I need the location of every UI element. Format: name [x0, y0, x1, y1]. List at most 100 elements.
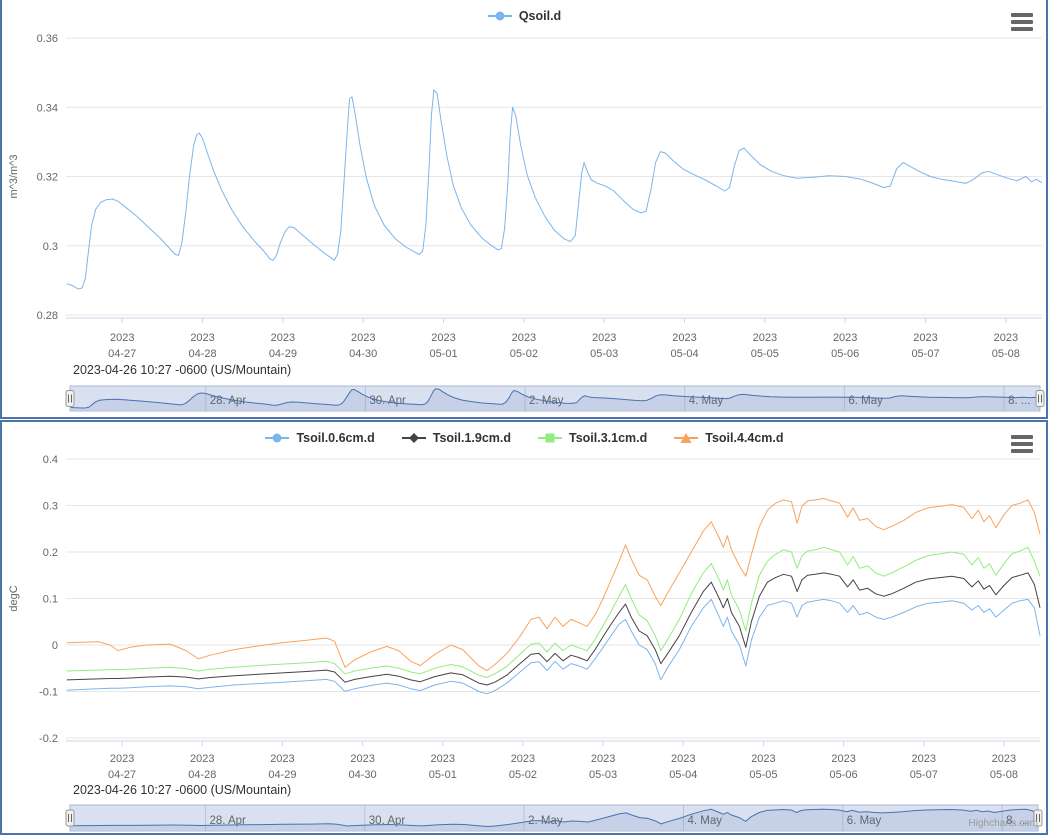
legend-item-Tsoil.3.1cm.d[interactable]: Tsoil.3.1cm.d	[537, 431, 647, 445]
x-axis-tick-label: 2023	[351, 332, 375, 344]
x-axis-tick-label: 05-08	[990, 769, 1018, 781]
y-axis-title: m^3/m^3	[8, 155, 20, 199]
navigator-handle-body[interactable]	[65, 809, 75, 827]
x-axis-tick-label: 2023	[271, 332, 295, 344]
x-axis-tick-label: 2023	[753, 332, 777, 344]
chart-menu-button[interactable]	[1011, 435, 1035, 453]
navigator-axis-label: 30. Apr	[369, 815, 406, 827]
legend-label: Tsoil.4.4cm.d	[705, 431, 784, 445]
x-axis-tick-label: 05-02	[509, 769, 537, 781]
qsoil-plot-area: 0.36 0.34 0.32 0.3 0.28 m^3/m^3 2023 04-27 2023 0…	[8, 33, 1045, 412]
series-line-Tsoil.4.4cm.d[interactable]	[66, 498, 1041, 672]
y-axis-tick-label: 0.28	[37, 310, 58, 322]
series-line-Tsoil.1.9cm.d[interactable]	[66, 572, 1041, 686]
y-axis-tick-label: 0.1	[43, 594, 58, 606]
triangle-series-marker-icon	[674, 433, 699, 443]
x-axis-tick-label: 04-28	[188, 769, 216, 781]
x-axis-tick-label: 05-04	[670, 348, 698, 360]
hamburger-icon	[1011, 449, 1033, 453]
hamburger-icon	[1011, 435, 1033, 439]
navigator-right-handle[interactable]	[1035, 390, 1045, 407]
legend-marker-square	[545, 433, 555, 443]
timestamp-label: 2023-04-26 10:27 -0600 (US/Mountain)	[73, 363, 292, 377]
x-axis-tick-label: 05-01	[429, 769, 457, 781]
x-axis-tick-label: 2023	[431, 332, 455, 344]
legend-marker-triangle	[680, 433, 692, 443]
legend-item-Qsoil.d[interactable]: Qsoil.d	[487, 9, 561, 23]
x-axis-tick-label: 2023	[190, 332, 214, 344]
legend-item-Tsoil.1.9cm.d[interactable]: Tsoil.1.9cm.d	[401, 431, 511, 445]
x-axis-tick-label: 05-06	[831, 348, 859, 360]
x-axis-tick-label: 04-28	[188, 348, 216, 360]
qsoil-chart-panel: Qsoil.d 0.36 0.34 0.32 0.3 0.28 m^3/m^3 2023 04…	[0, 0, 1048, 419]
navigator-axis-label: 2. May	[528, 815, 563, 827]
x-axis-tick-label: 2023	[912, 753, 936, 765]
y-axis-tick-label: 0.32	[37, 172, 58, 184]
y-axis-tick-label: 0.3	[43, 241, 58, 253]
series-line-Qsoil.d[interactable]	[66, 89, 1043, 290]
qsoil-legend: Qsoil.d	[2, 9, 1046, 23]
navigator-axis-label: 30. Apr	[369, 395, 406, 407]
legend-label: Qsoil.d	[518, 9, 562, 23]
navigator-right-handle[interactable]	[1033, 809, 1043, 827]
navigator-left-handle[interactable]	[65, 390, 75, 407]
y-axis-tick-label: 0.34	[37, 102, 58, 114]
circle-series-marker-icon	[487, 11, 512, 21]
series-line-Tsoil.0.6cm.d[interactable]	[66, 598, 1041, 695]
x-axis-tick-label: 2023	[913, 332, 937, 344]
x-axis-tick-label: 05-05	[749, 769, 777, 781]
legend-label: Tsoil.3.1cm.d	[569, 431, 648, 445]
x-axis-tick-label: 05-03	[589, 769, 617, 781]
x-axis-tick-label: 04-29	[269, 348, 297, 360]
x-axis-tick-label: 04-30	[349, 769, 377, 781]
navigator-handle-body[interactable]	[65, 390, 75, 407]
circle-series-marker-icon	[265, 433, 290, 443]
x-axis-tick-label: 04-27	[108, 769, 136, 781]
x-axis-tick-label: 2023	[671, 753, 695, 765]
x-axis-tick-label: 2023	[833, 332, 857, 344]
navigator-handle-body[interactable]	[1035, 390, 1045, 407]
x-axis-tick-label: 2023	[672, 332, 696, 344]
y-axis-tick-label: 0.4	[43, 454, 58, 466]
legend-marker-circle	[495, 11, 505, 21]
x-axis-tick-label: 05-03	[590, 348, 618, 360]
x-axis-tick-label: 2023	[994, 332, 1018, 344]
timestamp-label: 2023-04-26 10:27 -0600 (US/Mountain)	[73, 783, 292, 797]
navigator-area	[70, 388, 1041, 410]
x-axis-tick-label: 2023	[110, 753, 134, 765]
x-axis-tick-label: 04-29	[268, 769, 296, 781]
x-axis-tick-label: 05-07	[911, 348, 939, 360]
x-axis-tick-label: 2023	[270, 753, 294, 765]
navigator-axis-label: 6. May	[847, 815, 882, 827]
x-axis-tick-label: 2023	[511, 753, 535, 765]
x-axis-tick-label: 05-08	[992, 348, 1020, 360]
x-axis-tick-label: 2023	[431, 753, 455, 765]
navigator-axis-label: 28. Apr	[209, 815, 246, 827]
navigator-axis-label: 28. Apr	[210, 395, 247, 407]
y-axis-tick-label: -0.1	[39, 687, 58, 699]
hamburger-icon	[1011, 442, 1033, 446]
navigator-left-handle[interactable]	[65, 809, 75, 827]
x-axis-tick-label: 05-07	[910, 769, 938, 781]
navigator-series-line	[70, 808, 1039, 828]
series-line-Tsoil.3.1cm.d[interactable]	[66, 546, 1041, 678]
x-axis-tick-label: 05-01	[429, 348, 457, 360]
highcharts-credit[interactable]: Highcharts.com	[968, 818, 1038, 829]
hamburger-icon	[1011, 20, 1033, 24]
chart-menu-button[interactable]	[1011, 13, 1035, 31]
tsoil-plot-area: 0.4 0.3 0.2 0.1 0 -0.1 -0.2 degC 2023 04-27 2023 04…	[8, 454, 1043, 832]
x-axis-tick-label: 2023	[592, 332, 616, 344]
tsoil-legend: Tsoil.0.6cm.d Tsoil.1.9cm.d Tsoil.3.1cm.d T…	[2, 431, 1046, 445]
x-axis-tick-label: 2023	[831, 753, 855, 765]
x-axis-tick-label: 04-30	[349, 348, 377, 360]
x-axis-tick-label: 2023	[350, 753, 374, 765]
y-axis-title: degC	[8, 585, 20, 611]
navigator-axis-label: 8. ...	[1006, 815, 1028, 827]
hamburger-icon	[1011, 13, 1033, 17]
legend-item-Tsoil.4.4cm.d[interactable]: Tsoil.4.4cm.d	[673, 431, 784, 445]
y-axis-tick-label: -0.2	[39, 733, 58, 745]
navigator-series-line	[70, 388, 1041, 409]
y-axis-tick-label: 0.36	[37, 33, 58, 45]
legend-item-Tsoil.0.6cm.d[interactable]: Tsoil.0.6cm.d	[264, 431, 375, 445]
